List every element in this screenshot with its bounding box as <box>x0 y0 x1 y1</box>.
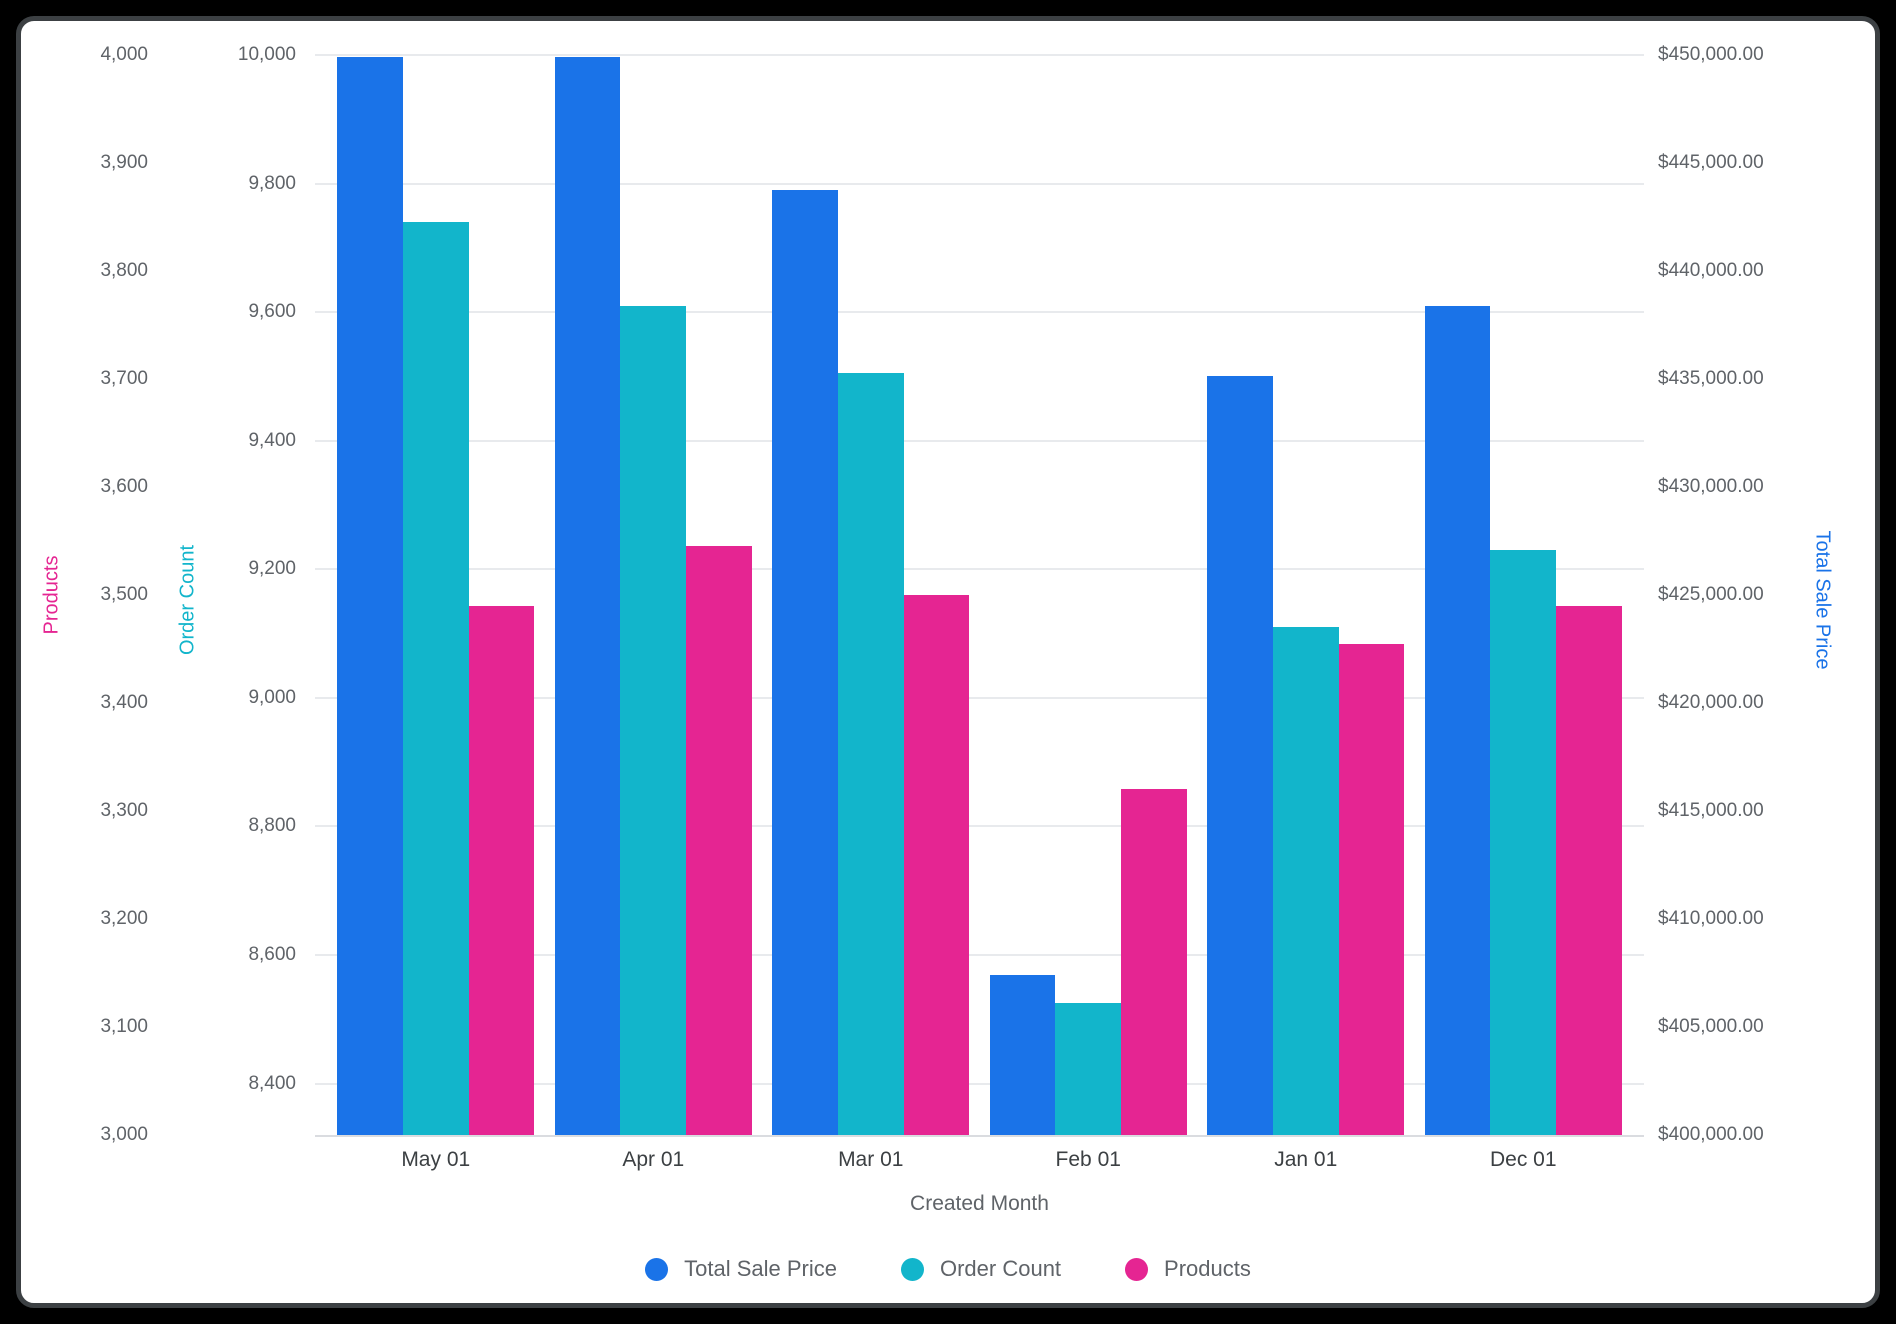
gridline <box>315 439 1644 442</box>
bar-order-count[interactable] <box>402 222 469 1135</box>
y-tick-label: $425,000.00 <box>1658 584 1764 605</box>
y-tick-label: 3,600 <box>100 476 148 497</box>
gridline <box>315 696 1644 699</box>
y-tick-label: 8,400 <box>248 1072 296 1094</box>
y-tick-label: $430,000.00 <box>1658 476 1764 497</box>
bar-total-sale-price[interactable] <box>1424 305 1491 1135</box>
x-category-label: Jan 01 <box>1274 1148 1338 1171</box>
y-tick-label: 4,000 <box>100 44 148 65</box>
plot-area <box>315 54 1644 1137</box>
y-tick-label: 10,000 <box>237 44 296 65</box>
chart-legend: Total Sale Price Order Count Products <box>0 1256 1896 1282</box>
total-sale-price-axis-title: Total Sale Price <box>1811 530 1834 670</box>
y-tick-label: 3,000 <box>100 1124 148 1145</box>
gridline <box>315 182 1644 185</box>
bar-products[interactable] <box>1338 643 1405 1135</box>
order-count-axis-title: Order Count <box>176 544 199 656</box>
x-category-label: Dec 01 <box>1489 1148 1557 1171</box>
bar-group <box>980 55 1198 1135</box>
x-category-label: Feb 01 <box>1055 1148 1121 1171</box>
bar-series-container <box>327 55 1632 1135</box>
x-category-label: Mar 01 <box>838 1148 904 1171</box>
y-tick-label: $420,000.00 <box>1658 692 1764 713</box>
x-axis-title: Created Month <box>910 1192 1049 1215</box>
bar-total-sale-price[interactable] <box>554 57 621 1135</box>
bar-group <box>762 55 980 1135</box>
legend-label: Total Sale Price <box>684 1256 837 1281</box>
y-tick-label: 3,800 <box>100 260 148 281</box>
y-tick-label: $405,000.00 <box>1658 1016 1764 1037</box>
bar-products[interactable] <box>468 605 535 1135</box>
bar-group <box>327 55 545 1135</box>
legend-marker-icon <box>645 1257 669 1281</box>
gridline <box>315 568 1644 571</box>
y-tick-label: 3,100 <box>100 1016 148 1037</box>
bar-products[interactable] <box>686 546 752 1135</box>
bar-total-sale-price[interactable] <box>337 57 403 1135</box>
y-tick-label: $400,000.00 <box>1658 1124 1764 1145</box>
y-tick-label: $450,000.00 <box>1658 44 1764 65</box>
y-tick-label: 3,300 <box>100 800 148 821</box>
gridline <box>315 311 1644 314</box>
y-tick-label: 9,600 <box>248 301 296 323</box>
products-axis-title: Products <box>40 555 63 635</box>
products-axis-tick-labels: 3,000 3,100 3,200 3,300 3,400 3,500 3,600 3,700… <box>40 44 148 1145</box>
y-tick-label: 8,600 <box>248 944 296 965</box>
bar-order-count[interactable] <box>1055 1003 1122 1135</box>
y-tick-label: $410,000.00 <box>1658 908 1764 929</box>
bar-order-count[interactable] <box>620 305 687 1135</box>
legend-item[interactable]: Products <box>1125 1256 1251 1282</box>
bar-group <box>545 55 763 1135</box>
x-category-label: Apr 01 <box>622 1148 685 1171</box>
y-tick-label: 3,400 <box>100 692 148 713</box>
y-tick-label: 3,700 <box>100 368 148 389</box>
y-tick-label: 3,900 <box>100 152 148 173</box>
legend-item[interactable]: Order Count <box>900 1256 1062 1282</box>
y-tick-label: $440,000.00 <box>1658 260 1764 281</box>
y-tick-label: 3,500 <box>100 584 148 605</box>
gridline <box>315 825 1644 828</box>
bar-total-sale-price[interactable] <box>772 190 838 1135</box>
y-tick-label: 9,000 <box>248 686 296 708</box>
bar-total-sale-price[interactable] <box>1207 375 1273 1135</box>
y-tick-label: 3,200 <box>100 908 148 929</box>
y-tick-label: 8,800 <box>248 815 296 837</box>
bar-group <box>1415 55 1633 1135</box>
bar-order-count[interactable] <box>1490 550 1557 1135</box>
legend-label: Products <box>1164 1256 1251 1281</box>
bar-order-count[interactable] <box>837 373 904 1135</box>
legend-marker-icon <box>1125 1257 1149 1281</box>
gridline <box>315 54 1644 56</box>
bar-total-sale-price[interactable] <box>989 975 1056 1135</box>
x-category-label: May 01 <box>401 1148 471 1171</box>
legend-item[interactable]: Total Sale Price <box>645 1256 837 1282</box>
legend-marker-icon <box>900 1257 924 1281</box>
bar-products[interactable] <box>1121 789 1187 1135</box>
x-axis-line <box>315 1135 1644 1137</box>
y-tick-label: $435,000.00 <box>1658 368 1764 389</box>
total-sale-price-axis-tick-labels: $400,000.00 $405,000.00 $410,000.00 $415,00… <box>1658 44 1888 1145</box>
y-tick-label: 9,200 <box>248 558 296 580</box>
gridline <box>315 954 1644 956</box>
y-tick-label: 9,800 <box>248 172 296 194</box>
bar-products[interactable] <box>903 595 970 1135</box>
gridline <box>315 1082 1644 1085</box>
legend-label: Order Count <box>939 1256 1062 1281</box>
bar-group <box>1197 55 1415 1135</box>
y-tick-label: $415,000.00 <box>1658 800 1764 821</box>
bar-order-count[interactable] <box>1272 627 1339 1135</box>
y-tick-label: 9,400 <box>248 429 296 451</box>
x-axis-category-labels: May 01 Apr 01 Mar 01 Feb 01 Jan 01 Dec 01 <box>327 1148 1632 1172</box>
bar-products[interactable] <box>1556 605 1622 1135</box>
order-count-axis-tick-labels: 8,400 8,600 8,800 9,000 9,200 9,400 9,600 9,800… <box>170 44 296 1135</box>
y-tick-label: $445,000.00 <box>1658 152 1764 173</box>
